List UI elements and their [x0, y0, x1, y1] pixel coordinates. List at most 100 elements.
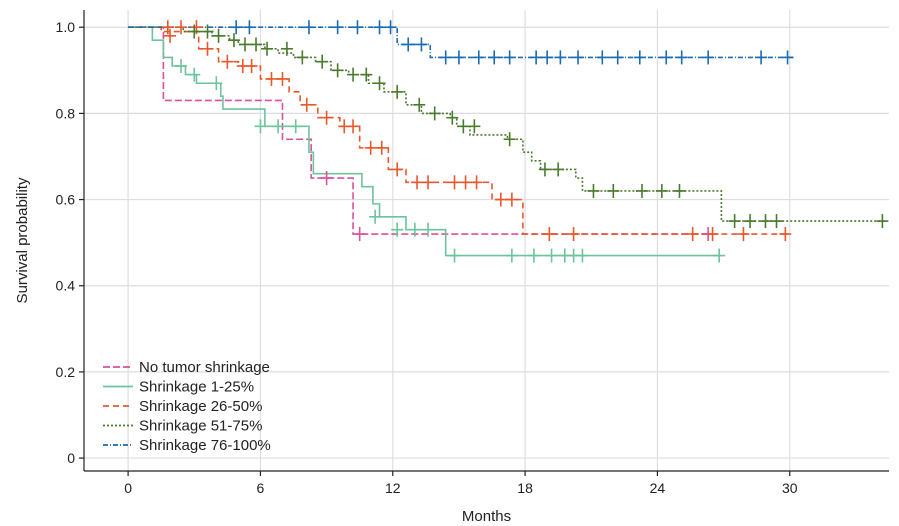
censor-mark [164, 28, 177, 43]
censor-mark [331, 20, 344, 35]
censor-mark [770, 214, 783, 229]
censor-mark [347, 67, 360, 82]
censor-mark [296, 50, 309, 65]
censor-mark [175, 20, 188, 35]
x-tick-label: 24 [650, 480, 666, 496]
series-line-1 [128, 26, 722, 257]
y-tick-label: 0.8 [56, 105, 76, 121]
y-axis-label: Survival probability [14, 177, 31, 303]
censor-mark [543, 227, 556, 242]
censor-mark [375, 140, 388, 155]
censor-mark [300, 97, 313, 112]
censor-mark [448, 175, 461, 190]
censor-mark [452, 50, 465, 65]
censor-mark [351, 20, 364, 35]
censor-marks [161, 20, 889, 263]
censor-mark [779, 227, 792, 242]
legend-label: Shrinkage 76-100% [139, 437, 271, 454]
censor-mark [448, 248, 461, 263]
censor-mark [635, 183, 648, 198]
legend-item: Shrinkage 51-75% [103, 418, 262, 435]
censor-mark [876, 214, 889, 229]
y-tick-label: 1.0 [56, 19, 76, 35]
censor-mark [470, 175, 483, 190]
legend-label: Shrinkage 51-75% [139, 418, 262, 435]
censor-mark [391, 162, 404, 177]
censor-mark [759, 214, 772, 229]
censor-mark [538, 162, 551, 177]
censor-mark [302, 20, 315, 35]
censor-mark [276, 71, 289, 86]
censor-mark [702, 50, 715, 65]
censor-mark [331, 63, 344, 78]
censor-mark [161, 20, 174, 35]
censor-mark [353, 227, 366, 242]
legend: No tumor shrinkage Shrinkage 1-25% Shrinka… [103, 359, 271, 454]
censor-mark [250, 37, 263, 52]
censor-mark [633, 50, 646, 65]
censor-mark [201, 41, 214, 56]
censor-mark [439, 50, 452, 65]
censor-mark [272, 119, 285, 134]
censor-mark [503, 50, 516, 65]
x-axis-label: Months [462, 508, 511, 525]
y-tick-label: 0.4 [56, 278, 76, 294]
censor-mark [239, 37, 251, 52]
x-tick-label: 6 [257, 480, 265, 496]
censor-mark [391, 222, 404, 237]
censor-mark [364, 140, 377, 155]
censor-mark [408, 222, 421, 237]
censor-mark [686, 227, 699, 242]
censor-mark [212, 28, 225, 43]
censor-mark [391, 84, 404, 99]
censor-mark [446, 110, 459, 125]
legend-item: Shrinkage 76-100% [103, 437, 271, 454]
legend-label: No tumor shrinkage [139, 359, 270, 376]
censor-mark [280, 41, 293, 56]
x-tick-label: 0 [124, 480, 132, 496]
censor-mark [422, 175, 435, 190]
censor-mark [505, 248, 518, 263]
censor-mark [320, 110, 333, 125]
censor-mark [567, 227, 580, 242]
censor-mark [459, 175, 472, 190]
censor-mark [175, 59, 188, 74]
censor-mark [402, 37, 415, 52]
censor-mark [472, 50, 485, 65]
series-line-4 [128, 26, 795, 59]
y-tick-label: 0.2 [56, 364, 76, 380]
censor-mark [373, 76, 386, 91]
censor-mark [369, 209, 382, 224]
censor-mark [422, 222, 435, 237]
x-tick-label: 18 [517, 480, 533, 496]
censor-mark [527, 248, 540, 263]
censor-mark [373, 20, 386, 35]
censor-mark [265, 71, 278, 86]
censor-mark [737, 227, 750, 242]
censor-mark [384, 20, 397, 35]
censor-mark [227, 33, 240, 48]
censor-mark [316, 54, 329, 69]
axes [79, 10, 889, 476]
censor-mark [505, 192, 518, 207]
x-tick-label: 30 [782, 480, 798, 496]
censor-mark [468, 119, 481, 134]
censor-mark [201, 24, 214, 39]
series-line-3 [128, 26, 885, 222]
censor-mark [660, 50, 673, 65]
censor-mark [530, 50, 543, 65]
censor-mark [728, 214, 741, 229]
censor-mark [781, 50, 794, 65]
censor-mark [494, 192, 507, 207]
legend-item: No tumor shrinkage [103, 359, 270, 376]
censor-mark [261, 41, 274, 56]
tick-labels: 0 6 12 18 24 30 0 0.2 0.4 0.6 0.8 1.0 [56, 19, 798, 496]
censor-mark [320, 171, 333, 186]
censor-mark [596, 50, 609, 65]
censor-mark [673, 183, 686, 198]
censor-mark [230, 20, 243, 35]
y-tick-label: 0 [67, 450, 75, 466]
legend-label: Shrinkage 1-25% [139, 379, 254, 396]
censor-mark [413, 97, 426, 112]
censor-mark [655, 183, 668, 198]
